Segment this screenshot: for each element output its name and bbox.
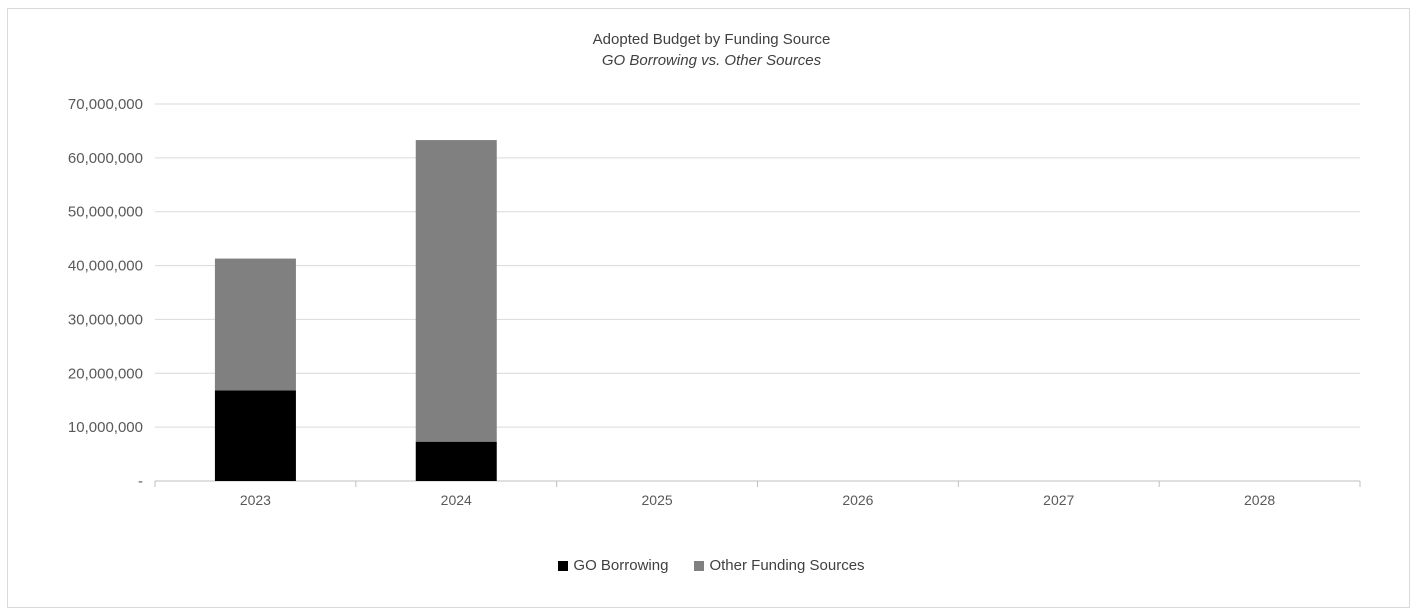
legend-item: GO Borrowing — [558, 557, 668, 574]
chart-subtitle: GO Borrowing vs. Other Sources — [601, 52, 822, 69]
x-tick-label: 2027 — [1043, 492, 1074, 508]
chart-title: Adopted Budget by Funding Source — [592, 31, 831, 48]
bar-go-borrowing — [415, 441, 497, 481]
x-tick-label: 2028 — [1244, 492, 1275, 508]
y-tick-label: 30,000,000 — [68, 311, 143, 328]
bar-go-borrowing — [214, 390, 296, 481]
legend-swatch — [558, 560, 569, 571]
bar-other-funding-sources — [214, 258, 296, 391]
y-tick-label: 50,000,000 — [68, 204, 143, 221]
legend-label: Other Funding Sources — [709, 557, 865, 574]
bar-other-funding-sources — [415, 140, 497, 442]
x-tick-label: 2023 — [240, 492, 271, 508]
legend-label: GO Borrowing — [573, 557, 669, 574]
x-tick-label: 2024 — [441, 492, 472, 508]
x-tick-label: 2025 — [642, 492, 673, 508]
legend-swatch — [694, 560, 705, 571]
x-tick-label: 2026 — [842, 492, 873, 508]
y-tick-label: - — [138, 473, 143, 490]
y-tick-label: 70,000,000 — [68, 96, 143, 113]
y-tick-label: 40,000,000 — [68, 258, 143, 275]
y-tick-label: 60,000,000 — [68, 150, 143, 167]
y-tick-label: 10,000,000 — [68, 419, 143, 436]
y-tick-label: 20,000,000 — [68, 365, 143, 382]
legend: GO Borrowing Other Funding Sources — [0, 557, 1423, 574]
legend-item: Other Funding Sources — [694, 557, 865, 574]
